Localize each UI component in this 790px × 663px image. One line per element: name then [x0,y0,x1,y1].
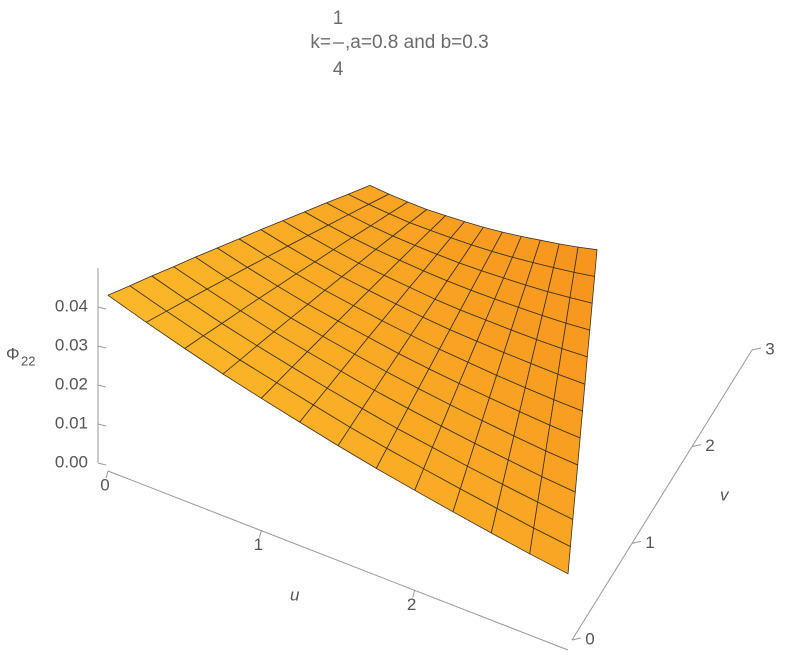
y-axis [571,349,753,641]
z-tick [97,462,107,466]
x-tick-label: 0 [100,475,109,494]
z-tick [97,423,107,427]
z-tick-label: 0.03 [55,335,88,354]
y-tick-label: 1 [645,533,654,552]
y-tick-label: 0 [585,629,594,648]
z-tick-label: 0.00 [55,452,88,471]
title-prefix: k= [310,32,331,53]
y-axis-label: v [720,485,730,504]
z-tick [97,384,107,388]
title-denominator: 4 [333,59,344,80]
x-tick [105,470,109,479]
surface-cell [573,246,598,277]
y-tick [571,637,582,641]
x-tick [258,530,262,538]
z-tick-label: 0.04 [55,296,88,315]
x-tick [412,590,416,598]
y-tick-label: 3 [765,339,774,358]
x-tick-label: 1 [254,535,263,554]
z-tick [97,306,107,310]
x-axis [107,470,569,651]
z-tick [97,345,107,349]
title-numerator: 1 [333,8,344,29]
z-label-symbol: Φ [6,344,20,363]
y-tick [631,540,642,544]
surface-cell [529,527,571,575]
y-tick [691,444,702,448]
y-tick [751,347,762,351]
z-tick-label: 0.02 [55,374,88,393]
y-tick-label: 2 [705,436,714,455]
x-axis-label: u [290,585,300,604]
x-tick-label: 2 [407,595,416,614]
z-label-subscript: 22 [21,353,35,368]
title-suffix: ,a=0.8 and b=0.3 [345,32,489,53]
z-tick-label: 0.01 [55,413,88,432]
